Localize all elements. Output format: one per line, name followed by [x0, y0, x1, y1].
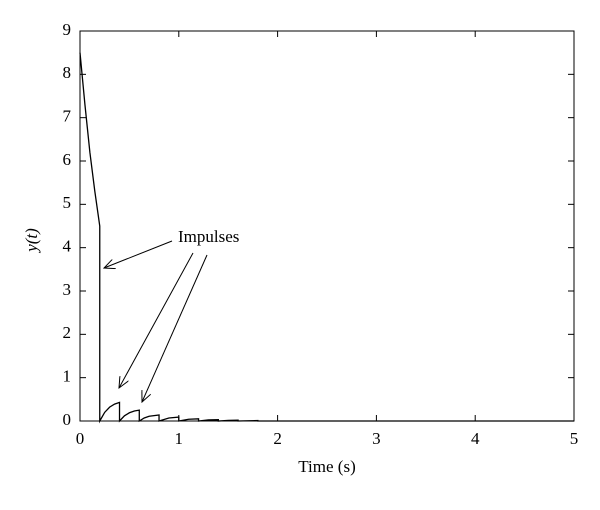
y-tick-label: 1: [63, 367, 72, 386]
x-tick-label: 4: [471, 429, 480, 448]
y-tick-label: 6: [63, 150, 72, 169]
x-tick-label: 0: [76, 429, 85, 448]
x-tick-label: 3: [372, 429, 381, 448]
y-axis-label: y(t): [22, 228, 41, 254]
annotation-arrows: [104, 240, 208, 402]
annotation: Impulses: [178, 227, 239, 246]
y-tick-label: 8: [63, 63, 72, 82]
arrow: [142, 254, 208, 402]
x-tick-label: 2: [273, 429, 282, 448]
y-tick-label: 2: [63, 323, 72, 342]
x-axis-label: Time (s): [298, 457, 355, 476]
arrow: [104, 240, 173, 268]
x-tick-label: 1: [175, 429, 184, 448]
y-tick-label: 9: [63, 20, 72, 39]
arrow: [119, 252, 194, 388]
x-tick-label: 5: [570, 429, 579, 448]
y-tick-label: 5: [63, 193, 72, 212]
plot-frame: [79, 30, 575, 422]
y-tick-label: 0: [63, 410, 72, 429]
y-tick-label: 4: [63, 237, 72, 256]
y-tick-label: 3: [63, 280, 72, 299]
y-tick-label: 7: [63, 107, 72, 126]
data-line: [79, 52, 574, 424]
